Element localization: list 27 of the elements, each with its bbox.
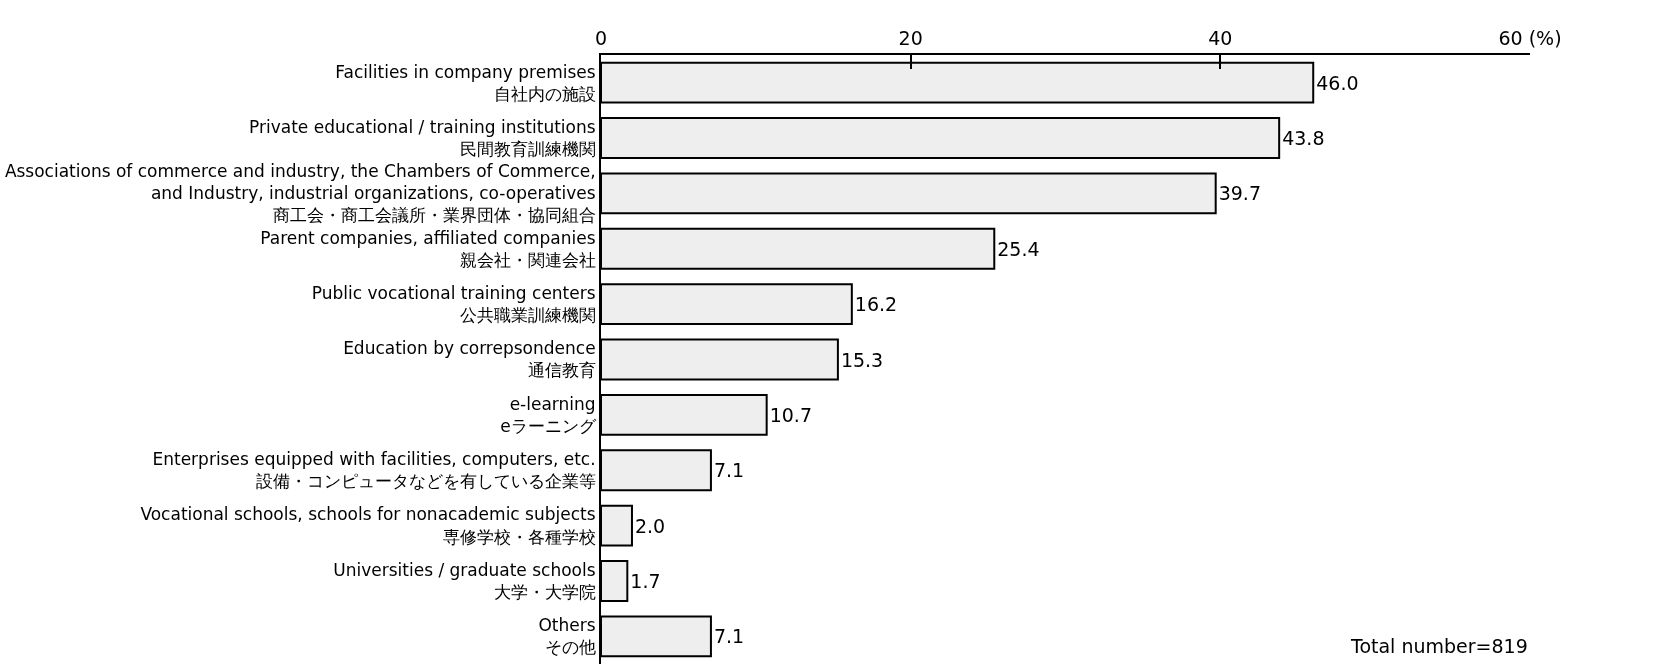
y-tick-label: Vocational schools, schools for nonacademic subjects 専修学校・各種学校 xyxy=(140,504,596,547)
data-label: 15.3 xyxy=(840,348,884,371)
annotation: Total number=819 xyxy=(1350,635,1528,657)
x-tick-label: 20 xyxy=(898,27,923,50)
y-tick-label: Facilities in company premises 自社内の施設 xyxy=(335,61,596,104)
data-label: 43.8 xyxy=(1282,127,1325,150)
y-tick-label: Public vocational training centers 公共職業訓練機関 xyxy=(311,283,596,326)
x-tick-label: 60 (%) xyxy=(1498,27,1562,50)
data-label: 39.7 xyxy=(1218,182,1261,205)
y-tick-label: Associations of commerce and industry, the Chambers of Commerce, and Industry, industrial organizations, co-operatives 商工会・商工会議所・業界団体・協同組合 xyxy=(4,161,596,226)
y-tick-label: Education by correpsondence 通信教育 xyxy=(343,338,596,381)
data-label: 7.1 xyxy=(713,625,745,648)
data-label: 1.7 xyxy=(630,569,661,592)
data-label: 2.0 xyxy=(634,514,666,537)
data-label: 25.4 xyxy=(997,237,1040,260)
x-tick-label: 40 xyxy=(1208,27,1233,50)
x-tick-label: 0 xyxy=(594,27,608,50)
data-label: 7.1 xyxy=(713,459,745,482)
data-label: 46.0 xyxy=(1316,71,1359,94)
y-tick-label: e-learning eラーニング xyxy=(500,393,597,436)
data-label: 10.7 xyxy=(769,403,812,426)
y-tick-label: Others その他 xyxy=(538,615,596,658)
data-label: 16.2 xyxy=(854,293,898,316)
y-tick-label: Private educational / training institutions 民間教育訓練機関 xyxy=(249,116,596,160)
y-tick-label: Enterprises equipped with facilities, computers, etc. 設備・コンピュータなどを有している企業等 xyxy=(152,449,596,492)
y-tick-label: Parent companies, affiliated companies 親会社・関連会社 xyxy=(260,227,596,270)
y-tick-label: Universities / graduate schools 大学・大学院 xyxy=(333,559,596,602)
